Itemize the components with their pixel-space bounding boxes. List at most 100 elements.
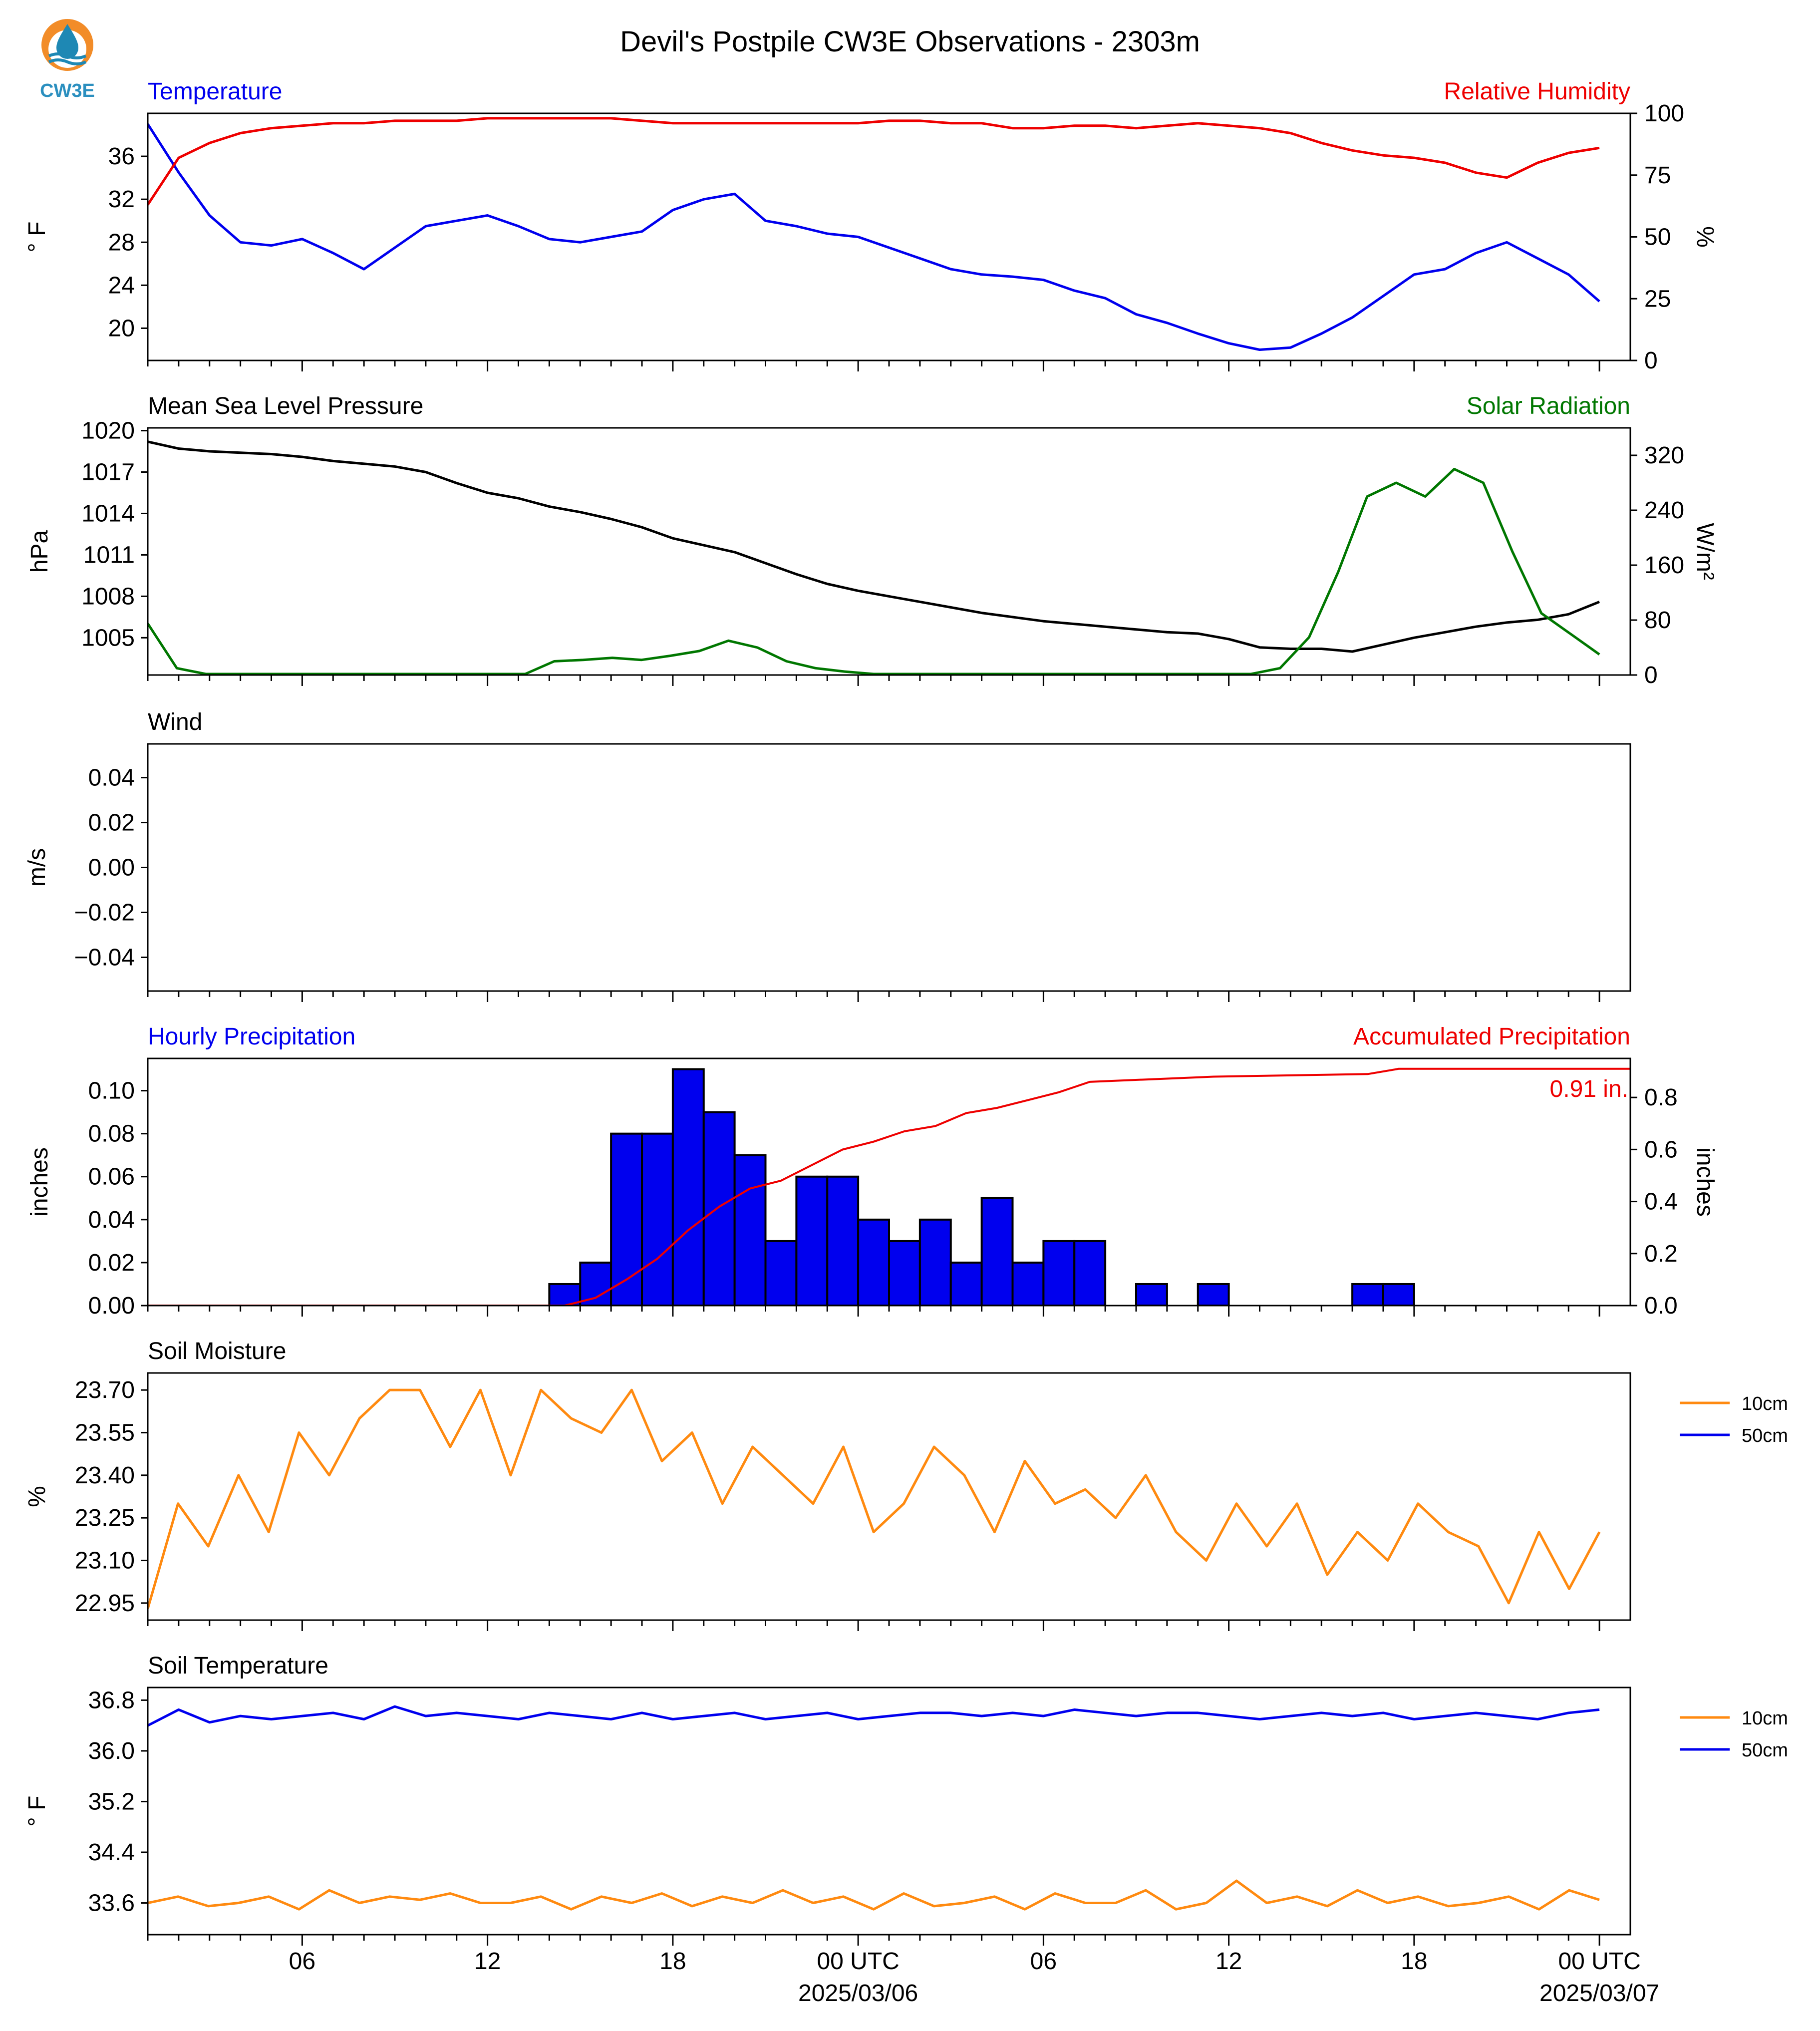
x-tick-label: 06 — [289, 1948, 315, 1975]
y-tick-label-left: 1014 — [81, 500, 135, 527]
x-date-label: 2025/03/06 — [798, 1980, 918, 2007]
y-tick-label-left: 1005 — [81, 625, 135, 651]
y-tick-label-left: 22.95 — [75, 1590, 135, 1617]
plot-area — [148, 440, 1600, 675]
x-tick-label: 18 — [659, 1948, 686, 1975]
x-date-label: 2025/03/07 — [1539, 1980, 1659, 2007]
y-tick-label-left: 1020 — [81, 418, 135, 444]
y-tick-label-right: 0.0 — [1644, 1293, 1678, 1319]
y-axis-label-right: W/m² — [1692, 523, 1718, 580]
y-tick-label-left: 0.00 — [88, 855, 135, 881]
y-tick-label-left: 32 — [108, 186, 135, 213]
y-tick-label-left: 35.2 — [88, 1788, 135, 1815]
legend-label: 10cm — [1742, 1708, 1788, 1729]
y-tick-label-right: 0.4 — [1644, 1189, 1678, 1215]
y-tick-label-left: 1017 — [81, 459, 135, 485]
precip-bar — [1197, 1283, 1230, 1306]
y-tick-label-left: 1011 — [83, 542, 135, 568]
panel-pressure-solar: Mean Sea Level Pressure Solar Radiation hP… — [26, 393, 1718, 688]
precip-bar — [702, 1111, 736, 1306]
panels: Temperature Relative Humidity ° F % 20 24 28 32… — [24, 78, 1788, 1946]
y-tick-label-right: 0.6 — [1644, 1136, 1678, 1163]
accumulated-precip-line — [148, 1067, 1630, 1306]
panel-title-left: Temperature — [148, 78, 282, 105]
precip-bar — [764, 1240, 798, 1306]
x-axis-labels: 06 12 18 00 UTC 06 12 18 00 UTC 2025/03/06 2025/0… — [289, 1948, 1660, 2007]
y-tick-label-right: 320 — [1644, 442, 1684, 469]
y-axis-label-right: inches — [1692, 1147, 1718, 1217]
series-line-blue — [148, 123, 1600, 351]
panel-wind: Wind m/s 0.04 0.02 0.00 −0.02 −0.04 — [24, 709, 1631, 1002]
y-tick-label-left: 0.04 — [88, 765, 135, 791]
y-tick-label-left: −0.04 — [74, 945, 135, 971]
y-tick-label-left: −0.02 — [74, 900, 135, 926]
precip-bar — [918, 1218, 952, 1306]
accumulated-total-label: 0.91 in. — [1550, 1076, 1628, 1102]
panel-soil-moisture: Soil Moisture% 22.95 23.10 23.25 23.40 23.55 2… — [24, 1338, 1788, 1631]
series-line-10cm — [148, 1388, 1601, 1609]
plot-area — [148, 117, 1600, 351]
precip-bar — [980, 1197, 1014, 1306]
y-tick-label-right: 75 — [1644, 162, 1671, 189]
y-tick-label-left: 23.70 — [75, 1377, 135, 1403]
panel-title-right: Relative Humidity — [1444, 78, 1630, 105]
y-tick-label-left: 0.00 — [88, 1293, 135, 1319]
y-tick-label-left: 1008 — [81, 583, 135, 610]
x-tick-label: 12 — [1215, 1948, 1242, 1975]
panel-soil-temperature: Soil Temperature ° F 33.6 34.4 35.2 36.0 36.8 1… — [24, 1653, 1788, 1946]
x-tick-label: 06 — [1030, 1948, 1057, 1975]
y-tick-label-left: 23.40 — [75, 1462, 135, 1489]
plot-area — [148, 1388, 1601, 1609]
precip-bar — [641, 1132, 674, 1306]
y-axis-label-left: inches — [26, 1147, 53, 1217]
panel-precipitation: Hourly Precipitation Accumulated Precipit… — [26, 1023, 1718, 1319]
precip-bar — [795, 1175, 829, 1306]
y-axis-label-left: ° F — [24, 222, 50, 253]
series-line-10cm — [148, 1879, 1600, 1911]
precip-bar — [826, 1175, 860, 1306]
precip-bar — [671, 1068, 705, 1306]
logo-drop-icon — [56, 24, 78, 59]
panel-temperature-rh: Temperature Relative Humidity ° F % 20 24 28 32… — [24, 78, 1718, 374]
precip-bar — [1135, 1283, 1168, 1306]
y-tick-label-left: 28 — [108, 229, 135, 256]
y-axis-label-right: % — [1692, 226, 1718, 248]
y-tick-label-right: 80 — [1644, 607, 1671, 634]
y-tick-label-left: 36 — [108, 143, 135, 170]
precip-bar — [1382, 1283, 1415, 1306]
y-tick-label-left: 23.25 — [75, 1505, 135, 1531]
y-axis-label-left: % — [24, 1486, 50, 1507]
cw3e-logo: CW3E — [40, 19, 95, 101]
panel-title-left: Mean Sea Level Pressure — [148, 393, 423, 419]
y-tick-label-right: 160 — [1644, 552, 1684, 579]
legend-label: 50cm — [1742, 1740, 1788, 1761]
y-tick-label-right: 0.2 — [1644, 1241, 1678, 1267]
chart-title: Devil's Postpile CW3E Observations - 230… — [620, 25, 1200, 58]
precip-bar — [733, 1154, 767, 1306]
plot-frame — [147, 743, 1631, 992]
panel-title-right: Accumulated Precipitation — [1353, 1023, 1630, 1050]
y-tick-label-left: 0.02 — [88, 1250, 135, 1276]
precip-bar — [857, 1218, 890, 1306]
y-tick-label-left: 0.08 — [88, 1121, 135, 1147]
y-tick-label-right: 25 — [1644, 286, 1671, 312]
legend-label: 10cm — [1742, 1393, 1788, 1414]
plot-frame — [147, 1057, 1631, 1307]
precip-bar — [610, 1132, 643, 1306]
plot-frame — [147, 1372, 1631, 1621]
precip-bar — [949, 1261, 983, 1306]
series-line-black — [148, 440, 1600, 653]
precip-bar — [888, 1240, 921, 1306]
panel-title-right: Solar Radiation — [1467, 393, 1630, 419]
y-tick-label-left: 23.55 — [75, 1419, 135, 1446]
series-line-green — [148, 468, 1600, 675]
panel-title-left: Soil Temperature — [148, 1653, 328, 1679]
logo-text: CW3E — [40, 80, 95, 101]
y-tick-label-left: 34.4 — [88, 1839, 135, 1866]
logo-wave-icon — [48, 58, 87, 65]
y-tick-label-right: 240 — [1644, 497, 1684, 524]
y-tick-label-left: 33.6 — [88, 1890, 135, 1917]
y-tick-label-left: 0.02 — [88, 810, 135, 836]
